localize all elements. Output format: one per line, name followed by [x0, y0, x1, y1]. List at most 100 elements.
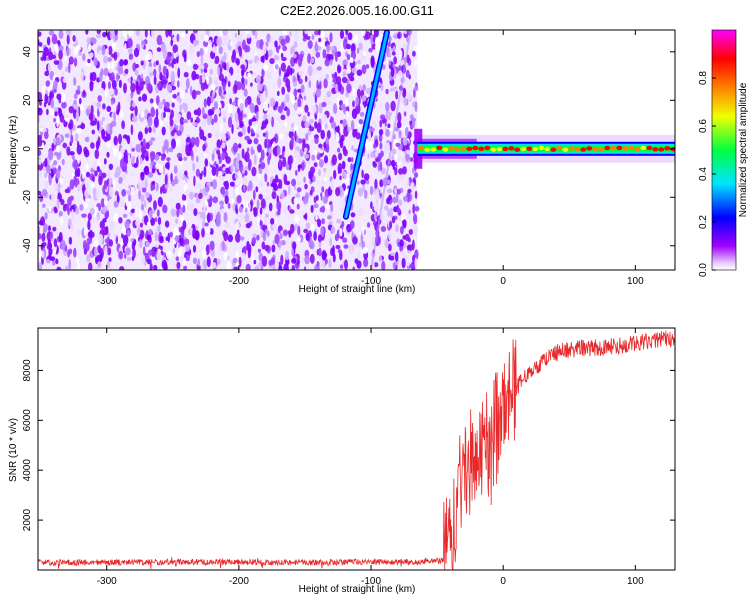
noise-blob	[251, 237, 257, 245]
noise-blob	[239, 102, 244, 112]
noise-blob	[73, 159, 79, 170]
noise-blob	[223, 231, 229, 242]
noise-blob	[318, 102, 323, 114]
noise-blob	[404, 126, 409, 137]
signal-core	[550, 147, 557, 152]
noise-blob	[334, 71, 338, 79]
noise-blob	[62, 50, 66, 58]
noise-blob	[179, 237, 184, 247]
noise-blob	[242, 199, 246, 207]
noise-blob	[168, 183, 174, 192]
noise-blob	[177, 246, 182, 258]
noise-blob	[148, 228, 153, 236]
noise-blob	[172, 36, 177, 42]
noise-blob	[253, 154, 257, 165]
noise-blob	[402, 136, 408, 146]
noise-blob	[176, 208, 180, 218]
noise-blob	[394, 126, 399, 132]
x-tick-label: -200	[229, 576, 249, 587]
noise-blob	[101, 129, 105, 136]
noise-blob	[109, 186, 114, 198]
noise-blob	[44, 70, 50, 77]
noise-blob	[124, 42, 127, 53]
fast-trace	[342, 30, 390, 220]
noise-blob	[227, 106, 233, 115]
signal-core	[544, 146, 551, 152]
noise-blob	[136, 228, 141, 236]
noise-blob	[247, 147, 250, 152]
noise-blob	[216, 139, 221, 150]
y-tick-label: 40	[22, 46, 33, 58]
noise-blob	[134, 69, 138, 75]
noise-blob	[303, 95, 307, 101]
noise-blob	[133, 47, 140, 58]
noise-blob	[122, 234, 129, 246]
noise-blob	[42, 166, 46, 172]
noise-blob	[337, 64, 341, 74]
noise-blob	[318, 143, 323, 149]
noise-blob	[219, 200, 225, 206]
noise-blob	[134, 105, 138, 117]
noise-blob	[294, 223, 298, 229]
noise-blob	[290, 135, 294, 146]
noise-blob	[58, 50, 63, 60]
y-tick-label: 4000	[22, 459, 33, 482]
noise-blob	[413, 224, 419, 235]
noise-blob	[315, 41, 318, 52]
noise-blob	[258, 173, 262, 179]
noise-blob	[113, 146, 118, 157]
noise-blob	[63, 55, 67, 61]
noise-blob	[147, 115, 153, 127]
noise-blob	[379, 179, 384, 188]
noise-blob	[179, 88, 183, 99]
noise-blob	[352, 87, 356, 97]
signal-core	[592, 146, 599, 151]
noise-blob	[341, 76, 348, 84]
noise-blob	[358, 242, 362, 248]
noise-blob	[124, 68, 129, 75]
noise-blob	[183, 53, 187, 63]
noise-blob	[250, 146, 254, 156]
noise-blob	[414, 257, 418, 268]
noise-blob	[193, 30, 198, 34]
noise-blob	[370, 57, 375, 69]
noise-blob	[48, 206, 52, 213]
noise-blob	[277, 105, 283, 113]
noise-blob	[91, 182, 95, 188]
noise-blob	[271, 191, 277, 200]
noise-blob	[43, 53, 47, 62]
noise-blob	[96, 165, 101, 173]
noise-blob	[321, 113, 328, 123]
noise-blob	[224, 180, 229, 190]
noise-blob	[53, 88, 57, 93]
noise-blob	[308, 80, 312, 88]
noise-blob	[414, 190, 418, 199]
noise-blob	[73, 77, 77, 86]
noise-blob	[117, 101, 121, 112]
noise-blob	[297, 98, 302, 107]
noise-blob	[45, 164, 51, 174]
noise-blob	[316, 154, 321, 161]
noise-blob	[293, 41, 298, 48]
noise-blob	[108, 68, 113, 74]
noise-blob	[337, 125, 340, 135]
noise-blob	[289, 47, 294, 55]
noise-blob	[280, 62, 286, 72]
noise-blob	[304, 212, 308, 221]
noise-blob	[331, 154, 337, 166]
noise-blob	[264, 164, 268, 175]
noise-blob	[97, 95, 102, 103]
noise-blob	[79, 204, 84, 211]
noise-blob	[244, 151, 250, 163]
noise-blob	[297, 236, 301, 242]
noise-blob	[194, 145, 198, 154]
noise-blob	[185, 78, 190, 90]
signal-core	[556, 145, 563, 151]
noise-blob	[73, 57, 78, 67]
noise-blob	[221, 110, 227, 119]
noise-blob	[80, 122, 86, 130]
noise-blob	[69, 56, 74, 64]
colorbar-label: Normalized spectral amplitude	[738, 82, 749, 217]
noise-blob	[294, 30, 299, 41]
noise-blob	[207, 132, 212, 139]
